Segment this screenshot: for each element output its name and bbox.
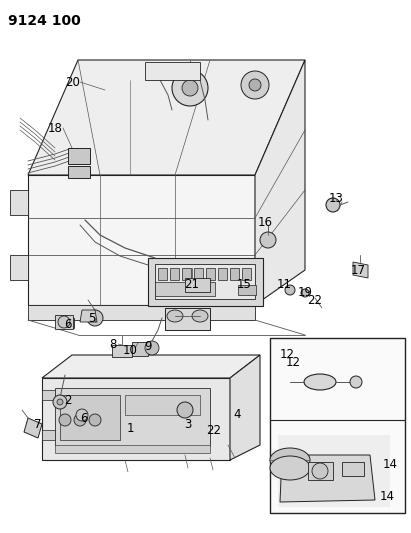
Ellipse shape (270, 448, 310, 472)
Bar (125, 395, 200, 415)
Bar (60, 395, 120, 440)
Text: 4: 4 (233, 408, 241, 422)
Polygon shape (28, 60, 305, 175)
Ellipse shape (285, 285, 295, 295)
Bar (185, 278, 210, 292)
Text: 22: 22 (307, 294, 323, 306)
Text: 14: 14 (383, 458, 397, 472)
Polygon shape (280, 455, 375, 502)
Polygon shape (42, 355, 260, 378)
Ellipse shape (57, 399, 63, 405)
Text: 8: 8 (109, 337, 117, 351)
Bar (278, 435, 390, 507)
Text: 9124 100: 9124 100 (8, 14, 81, 28)
Bar (194, 268, 203, 280)
Ellipse shape (62, 318, 72, 328)
Bar (308, 462, 333, 480)
Text: 17: 17 (351, 263, 365, 277)
Text: 16: 16 (258, 215, 272, 229)
Text: 6: 6 (80, 411, 88, 424)
Polygon shape (10, 255, 28, 280)
Text: 11: 11 (277, 279, 291, 292)
Polygon shape (24, 418, 42, 438)
Bar (68, 166, 90, 178)
Ellipse shape (167, 310, 183, 322)
Bar (112, 345, 132, 357)
Ellipse shape (304, 374, 336, 390)
Bar (155, 264, 255, 299)
Text: 12: 12 (280, 348, 295, 361)
Text: 7: 7 (34, 418, 42, 432)
Bar (148, 258, 263, 306)
Bar (68, 148, 90, 164)
Text: 22: 22 (206, 424, 222, 437)
Ellipse shape (145, 341, 159, 355)
Bar (55, 388, 210, 446)
Bar (55, 315, 73, 329)
Ellipse shape (87, 310, 103, 326)
Ellipse shape (76, 409, 88, 421)
Ellipse shape (326, 198, 340, 212)
Text: 13: 13 (328, 191, 344, 205)
Text: 15: 15 (237, 279, 252, 292)
Text: 3: 3 (184, 418, 192, 432)
Ellipse shape (260, 232, 276, 248)
Text: 2: 2 (64, 393, 72, 407)
Text: 1: 1 (126, 422, 134, 434)
Text: 21: 21 (185, 279, 199, 292)
Ellipse shape (192, 310, 208, 322)
Bar (270, 338, 405, 513)
Bar (165, 308, 210, 330)
Polygon shape (42, 390, 55, 400)
Text: 10: 10 (122, 343, 137, 357)
Text: 20: 20 (66, 76, 81, 88)
Text: 14: 14 (380, 490, 395, 503)
Polygon shape (255, 60, 305, 305)
Ellipse shape (53, 395, 67, 409)
Ellipse shape (241, 71, 269, 99)
Polygon shape (42, 378, 230, 460)
Text: 6: 6 (64, 319, 72, 332)
Text: 19: 19 (298, 286, 312, 298)
Bar (206, 268, 215, 280)
Bar (60, 318, 74, 328)
Ellipse shape (312, 463, 328, 479)
Polygon shape (10, 190, 28, 215)
Polygon shape (353, 262, 368, 278)
Ellipse shape (301, 289, 309, 297)
Bar (155, 282, 215, 296)
Text: 5: 5 (88, 311, 96, 325)
Text: 18: 18 (48, 122, 62, 134)
Ellipse shape (74, 414, 86, 426)
Bar (242, 268, 251, 280)
Polygon shape (28, 175, 255, 305)
Bar (238, 285, 256, 295)
Ellipse shape (58, 316, 70, 328)
Ellipse shape (59, 414, 71, 426)
Ellipse shape (182, 80, 198, 96)
Bar (342, 462, 364, 476)
Ellipse shape (350, 376, 362, 388)
Bar (145, 62, 200, 80)
Ellipse shape (270, 456, 310, 480)
Text: 9: 9 (144, 341, 152, 353)
Polygon shape (42, 430, 55, 440)
Bar (132, 342, 148, 356)
Bar (55, 445, 210, 453)
Polygon shape (80, 310, 97, 322)
Ellipse shape (249, 79, 261, 91)
Bar (170, 268, 179, 280)
Polygon shape (28, 305, 255, 320)
Bar (218, 268, 227, 280)
Ellipse shape (177, 402, 193, 418)
Text: 12: 12 (286, 356, 300, 368)
Bar (230, 268, 239, 280)
Bar (182, 268, 191, 280)
Ellipse shape (172, 70, 208, 106)
Polygon shape (230, 355, 260, 460)
Bar (158, 268, 167, 280)
Ellipse shape (89, 414, 101, 426)
